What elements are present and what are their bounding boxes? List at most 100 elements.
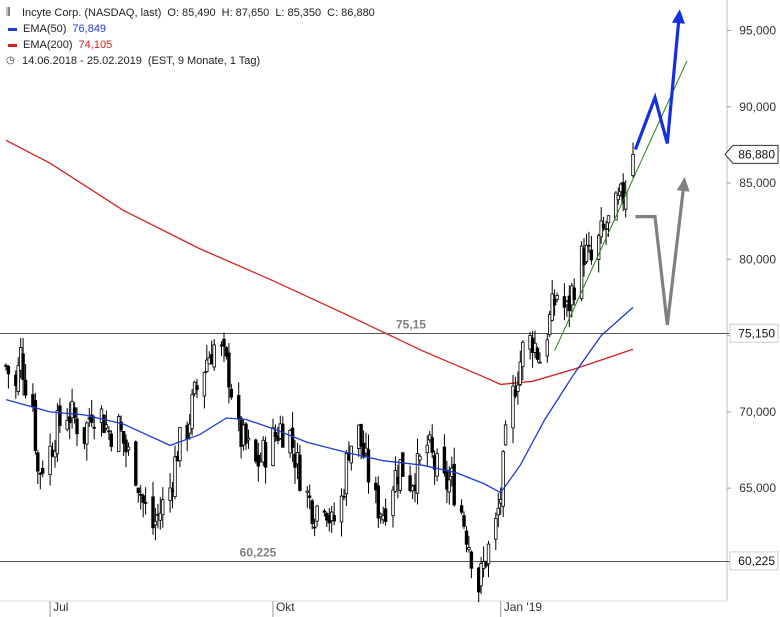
candle: [344, 450, 349, 506]
legend-title-row: ⫼ Incyte Corp. (NASDAQ, last) O: 85,490 …: [6, 5, 375, 21]
close-label: C:: [327, 7, 339, 19]
candle: [263, 436, 268, 484]
candle: [496, 493, 500, 528]
candle: [310, 498, 314, 530]
candle: [552, 289, 557, 316]
candle: [408, 465, 412, 493]
level-axis-box: [729, 551, 779, 571]
ema50-value: 76,849: [72, 23, 107, 35]
range-note: (EST, 9 Monate, 1 Tag): [147, 55, 261, 67]
annotations: [554, 9, 690, 352]
projection-alt-arrowhead: [676, 177, 690, 192]
candle: [102, 414, 106, 433]
candle: [271, 418, 275, 467]
candle: [415, 438, 420, 505]
candle: [305, 486, 309, 509]
clock-icon: ◷: [6, 55, 15, 66]
candle: [38, 471, 42, 490]
candle: [205, 345, 209, 374]
candle: [467, 535, 471, 553]
candle: [535, 346, 540, 363]
candle: [366, 434, 371, 494]
candle: [121, 430, 126, 456]
candle: [383, 498, 388, 526]
candle: [447, 466, 451, 505]
candle: [195, 378, 199, 399]
candle: [254, 438, 258, 464]
close-value: 86,880: [341, 7, 375, 19]
candle: [587, 231, 591, 253]
candle: [572, 278, 576, 306]
candle: [555, 292, 559, 303]
candle: [298, 444, 302, 492]
candle: [430, 424, 434, 458]
candle: [212, 339, 216, 371]
legend-range-row: ◷ 14.06.2018 - 25.02.2019 (EST, 9 Monate…: [6, 53, 375, 69]
ema50-label: EMA(50): [23, 23, 67, 35]
candle: [513, 376, 518, 399]
y-tick-label: 95,000: [739, 24, 776, 38]
candle: [391, 486, 395, 528]
candle: [92, 415, 96, 440]
low-value: 85,350: [287, 7, 322, 19]
axes: 95,00090,00085,00080,00075,00070,00065,0…: [49, 24, 779, 617]
level-label: 75,15: [396, 318, 426, 332]
candle: [469, 550, 474, 579]
high-value: 87,650: [235, 7, 270, 19]
low-label: L:: [275, 7, 285, 19]
ema200-swatch: [8, 43, 17, 47]
candle: [584, 233, 589, 264]
candle: [141, 493, 145, 518]
candle: [168, 473, 172, 513]
ema50-swatch: [8, 27, 17, 31]
legend-ema50-row: EMA(50) 76,849: [6, 21, 375, 37]
projection-up-arrowhead: [672, 9, 685, 24]
candle: [117, 413, 121, 452]
level-axis-label: 75,150: [738, 326, 775, 340]
candle: [158, 496, 162, 530]
open-label: O:: [167, 7, 179, 19]
candle: [6, 365, 11, 389]
candle: [178, 426, 182, 468]
candle: [273, 424, 278, 442]
candle: [16, 357, 20, 396]
candle: [222, 332, 226, 363]
y-tick-label: 65,000: [739, 481, 776, 495]
candle: [33, 393, 38, 455]
candle: [21, 338, 25, 396]
candle: [418, 454, 422, 466]
candle: [359, 423, 363, 460]
x-tick-label: Jan '19: [504, 600, 543, 614]
candle: [464, 526, 469, 553]
candle: [109, 430, 113, 452]
candle: [36, 450, 40, 485]
candle: [151, 481, 155, 535]
candle: [312, 518, 317, 537]
candle: [153, 508, 158, 541]
y-tick-label: 70,000: [739, 405, 776, 419]
candle: [227, 343, 231, 404]
candle: [376, 476, 380, 528]
y-tick-label: 80,000: [739, 252, 776, 266]
candle: [322, 508, 327, 517]
candle: [538, 352, 542, 364]
candle: [124, 434, 128, 468]
candle: [425, 435, 429, 466]
candle: [442, 434, 447, 477]
candle: [518, 350, 522, 387]
candle: [349, 445, 353, 471]
candle: [126, 442, 131, 456]
candle: [160, 487, 165, 528]
candle: [599, 207, 603, 244]
candle: [143, 487, 148, 515]
candle: [459, 499, 464, 515]
ema50-path: [5, 306, 634, 494]
ema200-value: 74,105: [78, 39, 113, 51]
candle: [48, 433, 52, 486]
candle: [190, 388, 194, 436]
candle: [244, 422, 248, 450]
candle: [533, 330, 537, 359]
horizontal-levels: 75,15 60,225: [0, 318, 760, 562]
level-axis-label: 60,225: [738, 554, 775, 568]
projection-up-path: [633, 12, 682, 151]
